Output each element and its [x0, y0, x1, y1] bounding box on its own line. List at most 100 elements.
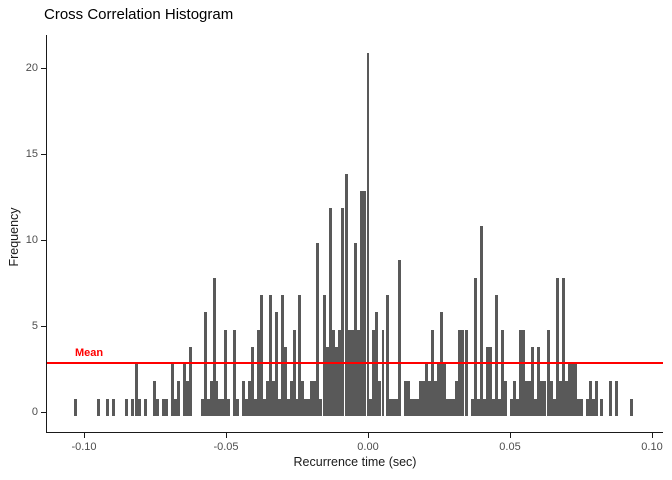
histogram-bar: [345, 173, 348, 416]
histogram-bar: [245, 398, 248, 416]
histogram-bar: [448, 398, 452, 416]
histogram-bar: [473, 277, 477, 416]
histogram-bar: [404, 381, 407, 416]
histogram-bar: [580, 398, 583, 416]
y-tick-mark: [41, 154, 47, 155]
histogram-bar: [263, 398, 267, 416]
histogram-bar: [536, 346, 540, 416]
histogram-bar: [213, 277, 217, 416]
histogram-bar: [236, 398, 240, 416]
histogram-bar: [519, 329, 522, 416]
x-tick-label: -0.05: [213, 441, 239, 453]
histogram-bar: [233, 329, 236, 416]
histogram-bar: [304, 398, 307, 416]
histogram-bar: [567, 364, 571, 416]
histogram-bar: [553, 398, 556, 416]
y-tick-mark: [41, 326, 47, 327]
histogram-bar: [571, 364, 574, 416]
y-tick-label: 5: [31, 320, 38, 332]
histogram-bar: [600, 398, 603, 416]
histogram-bar: [386, 294, 389, 416]
histogram-bar: [515, 398, 519, 416]
histogram-bar: [531, 346, 534, 416]
histogram-bar: [354, 243, 357, 416]
histogram-bar: [392, 398, 395, 416]
y-tick-mark: [41, 240, 47, 241]
histogram-bar: [335, 346, 338, 416]
histogram-bar: [316, 243, 319, 416]
histogram-bar: [171, 364, 175, 416]
histogram-bar: [204, 312, 207, 416]
histogram-bar: [534, 398, 537, 416]
histogram-bar: [135, 364, 138, 416]
histogram-bar: [413, 398, 416, 416]
histogram-bar: [310, 381, 313, 416]
histogram-bar: [398, 260, 401, 416]
x-tick-mark: [226, 432, 227, 438]
histogram-bar: [260, 294, 263, 416]
y-tick-mark: [41, 68, 47, 69]
histogram-bar: [131, 398, 134, 416]
histogram-bar: [407, 381, 411, 416]
histogram-bar: [630, 398, 633, 416]
histogram-bar: [528, 381, 531, 416]
histogram-bar: [371, 329, 375, 416]
histogram-bar: [206, 398, 210, 416]
histogram-bar: [269, 294, 272, 416]
histogram-bar: [248, 381, 251, 416]
histogram-bar: [185, 381, 189, 416]
mean-reference-line: [47, 362, 663, 364]
histogram-bar: [437, 364, 440, 416]
histogram-bar: [329, 208, 332, 416]
histogram-bar: [465, 329, 468, 416]
histogram-bar: [183, 364, 186, 416]
histogram-bar: [251, 346, 254, 416]
y-tick-label: 10: [25, 234, 38, 246]
histogram-bar: [215, 381, 219, 416]
y-axis-line: [46, 35, 47, 432]
histogram-bar: [421, 381, 425, 416]
histogram-bar: [586, 398, 589, 416]
histogram-bar: [389, 398, 392, 416]
histogram-bar: [221, 398, 224, 416]
histogram-bar: [227, 398, 230, 416]
histogram-bar: [281, 294, 284, 416]
histogram-bar: [357, 329, 361, 416]
histogram-bar: [338, 329, 342, 416]
histogram-bar: [275, 312, 278, 416]
histogram-bar: [556, 277, 559, 416]
x-axis-line: [46, 432, 663, 433]
histogram-bar: [410, 398, 413, 416]
histogram-bar: [486, 346, 489, 416]
histogram-bar: [319, 398, 322, 416]
histogram-bar: [428, 381, 432, 416]
histogram-bar: [218, 398, 221, 416]
histogram-bar: [375, 312, 378, 416]
histogram-bar: [293, 329, 296, 416]
histogram-bar: [452, 398, 455, 416]
histogram-bar: [256, 329, 260, 416]
histogram-bar: [525, 381, 528, 416]
histogram-bar: [480, 225, 484, 416]
histogram-bar: [174, 398, 177, 416]
histogram-bar: [546, 329, 550, 416]
y-tick-label: 15: [25, 148, 38, 160]
histogram-bar: [295, 398, 299, 416]
y-tick-mark: [41, 412, 47, 413]
histogram-bar: [313, 381, 317, 416]
x-tick-mark: [510, 432, 511, 438]
histogram-bar: [307, 398, 311, 416]
histogram-bar: [165, 398, 169, 416]
histogram-bar: [210, 381, 213, 416]
histogram-bar: [592, 398, 595, 416]
histogram-bar: [501, 329, 505, 416]
x-axis-label: Recurrence time (sec): [293, 455, 417, 469]
histogram-bar: [112, 398, 115, 416]
x-tick-mark: [652, 432, 653, 438]
histogram-bar: [574, 364, 578, 416]
histogram-bar: [521, 329, 525, 416]
histogram-bar: [559, 381, 562, 416]
histogram-bar: [348, 329, 351, 416]
histogram-bar: [290, 381, 294, 416]
